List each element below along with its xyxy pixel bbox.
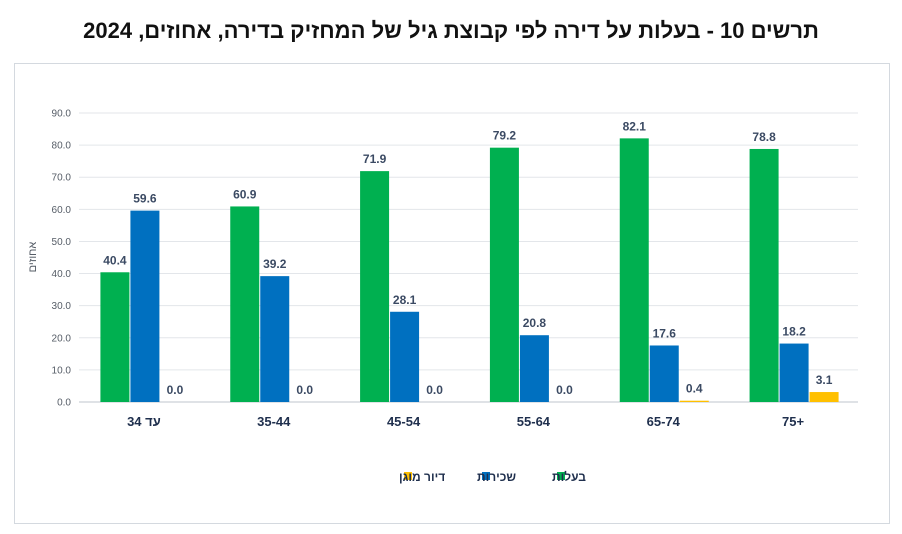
- x-category-label: 55-64: [517, 414, 551, 429]
- bar: [749, 148, 779, 402]
- x-category-label: +75: [782, 414, 804, 429]
- y-tick-label: 60.0: [52, 205, 72, 216]
- y-tick-label: 0.0: [57, 398, 71, 409]
- chart-title: תרשים 10 - בעלות על דירה לפי קבוצת גיל ש…: [83, 18, 819, 43]
- bar: [260, 276, 290, 402]
- x-category-label: 35-44: [257, 414, 291, 429]
- legend-label: דיור מוגן: [399, 470, 445, 484]
- x-category-label: 45-54: [387, 414, 421, 429]
- y-tick-label: 40.0: [52, 269, 72, 280]
- x-category-label: 65-74: [647, 414, 681, 429]
- data-label: 40.4: [103, 253, 127, 267]
- y-tick-label: 50.0: [52, 237, 72, 248]
- data-label: 3.1: [816, 373, 833, 387]
- data-label: 0.0: [296, 383, 313, 397]
- data-label: 0.4: [686, 382, 703, 396]
- bar: [130, 210, 160, 402]
- legend-label: בעלות: [552, 470, 586, 484]
- bar: [649, 345, 679, 402]
- data-label: 39.2: [263, 257, 287, 271]
- y-tick-label: 20.0: [52, 333, 72, 344]
- legend-swatch: [557, 472, 565, 480]
- data-label: 59.6: [133, 192, 157, 206]
- y-tick-label: 80.0: [52, 141, 72, 152]
- data-label: 71.9: [363, 152, 387, 166]
- chart-frame: [14, 63, 890, 524]
- data-label: 82.1: [623, 119, 647, 133]
- data-label: 0.0: [556, 383, 573, 397]
- legend-swatch: [404, 472, 412, 480]
- data-label: 60.9: [233, 187, 257, 201]
- data-label: 18.2: [782, 325, 806, 339]
- data-label: 79.2: [493, 129, 517, 143]
- data-label: 28.1: [393, 293, 417, 307]
- legend-label: שכירות: [477, 470, 516, 484]
- x-category-label: עד 34: [127, 414, 161, 429]
- data-label: 17.6: [653, 326, 677, 340]
- bar: [230, 206, 260, 402]
- y-axis-label: אחוזים: [27, 242, 39, 273]
- bar: [679, 400, 709, 402]
- bar: [100, 272, 130, 402]
- bar: [809, 392, 839, 402]
- bar: [619, 138, 649, 402]
- y-tick-label: 30.0: [52, 301, 72, 312]
- y-tick-label: 90.0: [52, 109, 72, 120]
- bar: [489, 147, 519, 402]
- data-label: 0.0: [167, 383, 184, 397]
- data-label: 20.8: [523, 316, 547, 330]
- data-label: 0.0: [426, 383, 443, 397]
- y-tick-label: 10.0: [52, 365, 72, 376]
- bar: [390, 311, 420, 402]
- legend-swatch: [482, 472, 490, 480]
- y-tick-label: 70.0: [52, 173, 72, 184]
- bar: [519, 335, 549, 402]
- data-label: 78.8: [752, 130, 776, 144]
- bar: [360, 171, 390, 402]
- bar: [779, 343, 809, 402]
